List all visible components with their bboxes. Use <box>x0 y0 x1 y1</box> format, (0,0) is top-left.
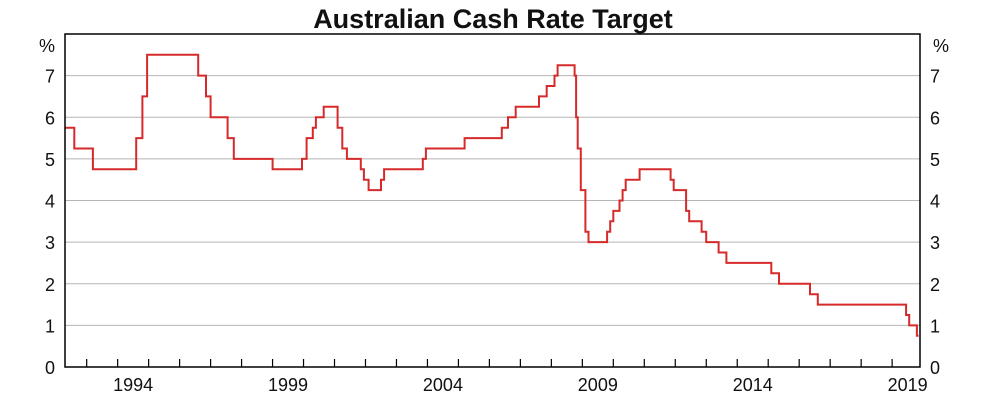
gridlines <box>65 75 920 326</box>
y-tick-label-left: 1 <box>45 316 55 336</box>
y-axis-unit-right: % <box>933 36 949 56</box>
cash-rate-series-line <box>65 53 919 337</box>
axis-ticks: 0 0 1 1 2 2 3 3 4 4 5 5 6 6 7 7 1994 1999 2004 2009 2014 2019 <box>45 67 940 395</box>
x-tick-label: 2014 <box>733 375 773 395</box>
y-tick-label-right: 3 <box>930 233 940 253</box>
y-tick-label-left: 2 <box>45 275 55 295</box>
y-tick-label-left: 7 <box>45 67 55 87</box>
chart-title: Australian Cash Rate Target <box>313 4 673 34</box>
y-tick-label-right: 7 <box>930 67 940 87</box>
y-tick-label-right: 2 <box>930 275 940 295</box>
y-tick-label-right: 0 <box>930 358 940 378</box>
y-tick-label-left: 4 <box>45 192 55 212</box>
x-tick-label: 2009 <box>578 375 618 395</box>
y-tick-label-left: 3 <box>45 233 55 253</box>
x-tick-label: 1999 <box>268 375 308 395</box>
x-tick-label: 1994 <box>113 375 153 395</box>
plot-frame <box>64 33 921 368</box>
y-tick-label-right: 6 <box>930 108 940 128</box>
y-tick-label-left: 5 <box>45 150 55 170</box>
y-tick-label-left: 0 <box>45 358 55 378</box>
series-line-group <box>65 53 919 337</box>
y-tick-label-right: 1 <box>930 316 940 336</box>
y-tick-label-right: 5 <box>930 150 940 170</box>
x-tick-label: 2004 <box>423 375 463 395</box>
x-tick-label: 2019 <box>888 375 928 395</box>
y-tick-label-right: 4 <box>930 192 940 212</box>
y-tick-label-left: 6 <box>45 108 55 128</box>
y-axis-unit-left: % <box>39 36 55 56</box>
